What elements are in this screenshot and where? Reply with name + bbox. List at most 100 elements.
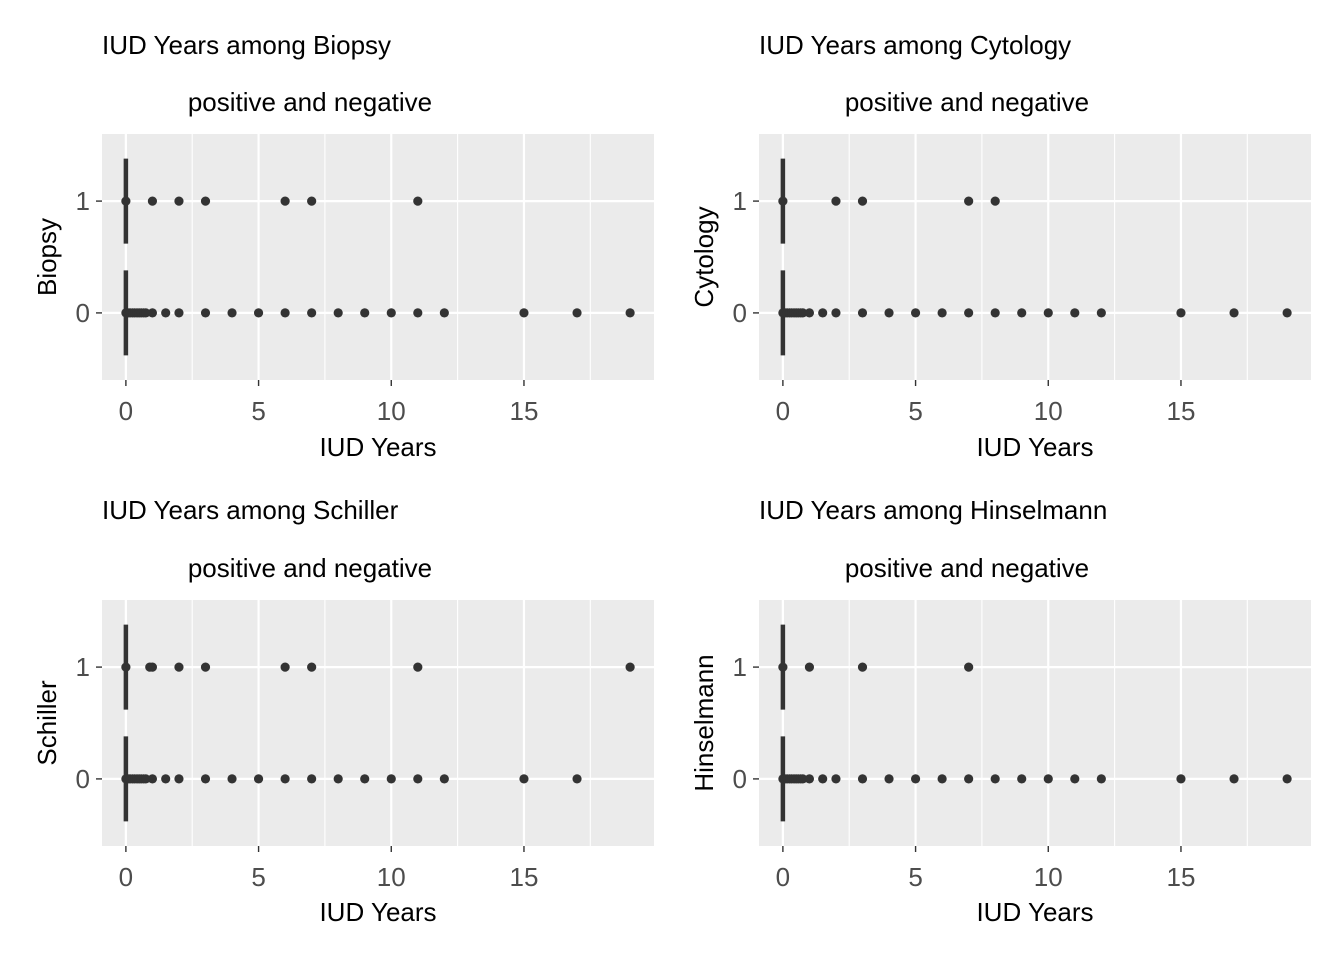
- data-point: [307, 662, 317, 672]
- data-point: [333, 774, 343, 784]
- data-point: [964, 196, 974, 206]
- data-point: [990, 196, 1000, 206]
- data-point: [1282, 774, 1292, 784]
- data-point: [174, 308, 184, 318]
- chart-subtitle: positive and negative: [188, 553, 432, 583]
- data-point: [937, 308, 947, 318]
- x-axis-title: IUD Years: [319, 897, 436, 927]
- y-tick-label: 0: [733, 764, 747, 794]
- data-point: [413, 308, 423, 318]
- gridlines: [102, 134, 654, 380]
- data-point: [1282, 308, 1292, 318]
- data-point: [307, 308, 317, 318]
- y-tick-label: 1: [76, 186, 90, 216]
- chart-subtitle: positive and negative: [845, 553, 1089, 583]
- data-point: [831, 308, 841, 318]
- data-points: [121, 662, 635, 784]
- data-point: [778, 196, 788, 206]
- data-point: [798, 308, 808, 318]
- axis-ticks: 0 5 10 15 0 1: [76, 652, 539, 892]
- data-point: [333, 308, 343, 318]
- data-point: [147, 662, 158, 672]
- data-point: [386, 774, 396, 784]
- data-point: [857, 308, 868, 318]
- data-point: [572, 308, 582, 318]
- data-point: [280, 774, 290, 784]
- plot-panel: [759, 134, 1311, 380]
- data-point: [174, 196, 184, 206]
- data-point: [1176, 308, 1186, 318]
- data-point: [253, 308, 264, 318]
- y-tick-label: 1: [733, 186, 747, 216]
- y-tick-label: 1: [76, 652, 90, 682]
- x-tick-label: 15: [510, 396, 539, 426]
- panel-hinselmann: IUD Years among Hinselmann positive and …: [689, 495, 1311, 927]
- data-point: [1096, 774, 1106, 784]
- axis-ticks: 0 5 10 15 0 1: [76, 186, 539, 426]
- data-point: [964, 308, 974, 318]
- data-point: [572, 774, 582, 784]
- data-point: [1043, 774, 1053, 784]
- y-tick-label: 0: [733, 298, 747, 328]
- data-point: [147, 196, 158, 206]
- data-point: [200, 308, 211, 318]
- x-tick-label: 0: [119, 396, 133, 426]
- panel-biopsy: IUD Years among Biopsy positive and nega…: [32, 30, 654, 462]
- data-point: [147, 308, 158, 318]
- data-point: [253, 774, 264, 784]
- x-tick-label: 15: [510, 862, 539, 892]
- x-tick-label: 5: [251, 862, 265, 892]
- data-point: [964, 662, 974, 672]
- data-point: [910, 774, 921, 784]
- data-points: [778, 662, 1292, 784]
- data-point: [200, 196, 211, 206]
- x-tick-label: 0: [119, 862, 133, 892]
- plot-panel: [759, 600, 1311, 846]
- data-point: [778, 662, 788, 672]
- data-point: [1070, 774, 1080, 784]
- x-tick-label: 5: [908, 862, 922, 892]
- x-tick-label: 10: [377, 396, 406, 426]
- y-tick-label: 1: [733, 652, 747, 682]
- data-point: [439, 308, 449, 318]
- data-point: [831, 774, 841, 784]
- x-tick-label: 5: [908, 396, 922, 426]
- axis-ticks: 0 5 10 15 0 1: [733, 186, 1196, 426]
- x-tick-label: 0: [776, 862, 790, 892]
- y-tick-label: 0: [76, 298, 90, 328]
- data-point: [625, 662, 635, 672]
- data-point: [857, 662, 868, 672]
- data-point: [804, 308, 815, 318]
- x-tick-label: 15: [1167, 396, 1196, 426]
- data-point: [1229, 308, 1239, 318]
- data-point: [964, 774, 974, 784]
- y-axis-title: Hinselmann: [689, 654, 719, 791]
- data-point: [147, 774, 158, 784]
- data-point: [1096, 308, 1106, 318]
- chart-title: IUD Years among Schiller: [102, 495, 399, 525]
- data-point: [141, 774, 151, 784]
- data-point: [360, 308, 370, 318]
- data-point: [200, 774, 211, 784]
- data-point: [1176, 774, 1186, 784]
- panel-schiller: IUD Years among Schiller positive and ne…: [32, 495, 654, 927]
- data-points: [778, 196, 1292, 318]
- data-point: [280, 308, 290, 318]
- data-point: [1017, 774, 1027, 784]
- plot-panel: [102, 600, 654, 846]
- data-point: [1043, 308, 1053, 318]
- data-point: [413, 196, 423, 206]
- data-point: [831, 196, 841, 206]
- data-point: [227, 308, 237, 318]
- chart-title: IUD Years among Cytology: [759, 30, 1071, 60]
- chart-title: IUD Years among Hinselmann: [759, 495, 1107, 525]
- data-point: [990, 308, 1000, 318]
- data-point: [227, 774, 237, 784]
- x-tick-label: 5: [251, 396, 265, 426]
- data-points: [121, 196, 635, 318]
- data-point: [818, 774, 828, 784]
- data-point: [804, 774, 815, 784]
- data-point: [121, 662, 131, 672]
- axis-ticks: 0 5 10 15 0 1: [733, 652, 1196, 892]
